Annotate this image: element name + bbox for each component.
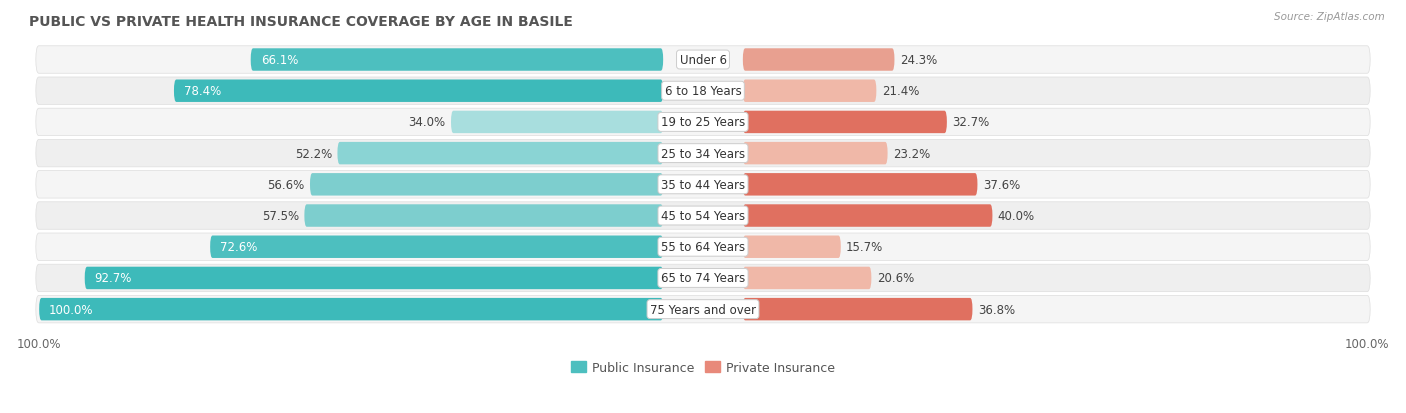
Text: 25 to 34 Years: 25 to 34 Years (661, 147, 745, 160)
FancyBboxPatch shape (35, 78, 1371, 105)
Text: Source: ZipAtlas.com: Source: ZipAtlas.com (1274, 12, 1385, 22)
FancyBboxPatch shape (742, 142, 887, 165)
FancyBboxPatch shape (35, 296, 1371, 323)
Text: 40.0%: 40.0% (998, 209, 1035, 223)
FancyBboxPatch shape (742, 80, 876, 103)
Text: 24.3%: 24.3% (900, 54, 936, 67)
FancyBboxPatch shape (35, 202, 1371, 230)
Text: 34.0%: 34.0% (409, 116, 446, 129)
FancyBboxPatch shape (35, 233, 1371, 261)
Text: 65 to 74 Years: 65 to 74 Years (661, 272, 745, 285)
Text: 56.6%: 56.6% (267, 178, 305, 191)
FancyBboxPatch shape (742, 49, 894, 71)
FancyBboxPatch shape (742, 112, 946, 134)
Text: PUBLIC VS PRIVATE HEALTH INSURANCE COVERAGE BY AGE IN BASILE: PUBLIC VS PRIVATE HEALTH INSURANCE COVER… (30, 15, 574, 29)
Text: 32.7%: 32.7% (952, 116, 990, 129)
Text: 92.7%: 92.7% (94, 272, 132, 285)
FancyBboxPatch shape (35, 265, 1371, 292)
FancyBboxPatch shape (35, 171, 1371, 199)
FancyBboxPatch shape (250, 49, 664, 71)
FancyBboxPatch shape (742, 174, 977, 196)
FancyBboxPatch shape (742, 205, 993, 227)
Text: 23.2%: 23.2% (893, 147, 931, 160)
Text: 52.2%: 52.2% (295, 147, 332, 160)
Text: 66.1%: 66.1% (260, 54, 298, 67)
FancyBboxPatch shape (742, 298, 973, 320)
Text: 21.4%: 21.4% (882, 85, 920, 98)
FancyBboxPatch shape (742, 267, 872, 290)
FancyBboxPatch shape (35, 140, 1371, 167)
Text: 20.6%: 20.6% (877, 272, 914, 285)
Text: 100.0%: 100.0% (49, 303, 94, 316)
FancyBboxPatch shape (35, 109, 1371, 136)
Text: Under 6: Under 6 (679, 54, 727, 67)
FancyBboxPatch shape (742, 236, 841, 259)
Text: 78.4%: 78.4% (184, 85, 221, 98)
Text: 72.6%: 72.6% (221, 241, 257, 254)
Text: 35 to 44 Years: 35 to 44 Years (661, 178, 745, 191)
FancyBboxPatch shape (304, 205, 664, 227)
FancyBboxPatch shape (39, 298, 664, 320)
Text: 55 to 64 Years: 55 to 64 Years (661, 241, 745, 254)
Legend: Public Insurance, Private Insurance: Public Insurance, Private Insurance (571, 361, 835, 374)
Text: 15.7%: 15.7% (846, 241, 883, 254)
FancyBboxPatch shape (84, 267, 664, 290)
Text: 37.6%: 37.6% (983, 178, 1019, 191)
Text: 36.8%: 36.8% (977, 303, 1015, 316)
Text: 6 to 18 Years: 6 to 18 Years (665, 85, 741, 98)
Text: 45 to 54 Years: 45 to 54 Years (661, 209, 745, 223)
FancyBboxPatch shape (337, 142, 664, 165)
FancyBboxPatch shape (309, 174, 664, 196)
FancyBboxPatch shape (209, 236, 664, 259)
FancyBboxPatch shape (35, 47, 1371, 74)
FancyBboxPatch shape (451, 112, 664, 134)
Text: 75 Years and over: 75 Years and over (650, 303, 756, 316)
FancyBboxPatch shape (174, 80, 664, 103)
Text: 57.5%: 57.5% (262, 209, 299, 223)
Text: 19 to 25 Years: 19 to 25 Years (661, 116, 745, 129)
